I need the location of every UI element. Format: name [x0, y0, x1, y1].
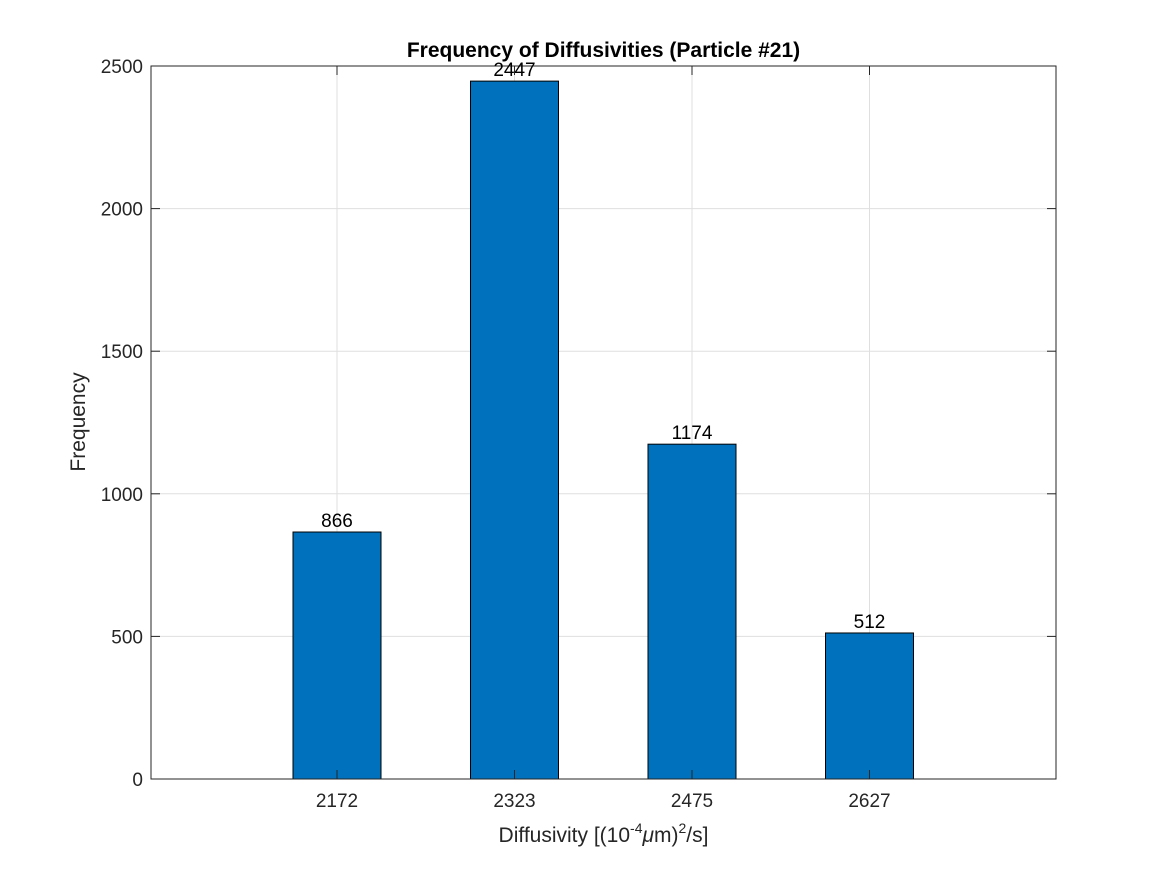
bars: [292, 80, 914, 780]
bar-2475: [647, 443, 737, 780]
x-tick-label: 2475: [671, 791, 713, 812]
x-axis-title-exponent-1: -4: [630, 820, 643, 836]
axes: [150, 65, 1057, 780]
data-label-2627: 512: [854, 612, 886, 633]
bar-2627: [825, 632, 914, 780]
data-label-2172: 866: [321, 511, 353, 532]
bar-2323: [470, 80, 559, 780]
x-axis-title-suffix: /s]: [686, 824, 708, 847]
data-label-2323: 2447: [493, 60, 535, 81]
x-tick-label: 2627: [848, 791, 890, 812]
y-tick-label: 0: [132, 770, 143, 791]
x-axis-title-mu: μ: [641, 824, 654, 847]
plot-area: [151, 66, 1056, 779]
data-label-2475: 1174: [672, 423, 713, 444]
x-axis-title-mid: m): [654, 824, 679, 847]
y-tick-label: 2500: [101, 57, 143, 78]
y-tick-label: 500: [111, 627, 143, 648]
x-tick-label: 2323: [493, 791, 535, 812]
chart-title: Frequency of Diffusivities (Particle #21…: [407, 39, 800, 62]
x-axis-title-prefix: Diffusivity [(10: [499, 824, 631, 847]
x-axis-title-exponent-2: 2: [679, 820, 687, 836]
y-tick-label: 2000: [101, 200, 143, 221]
labels: 0 500 1000 1500 2000 2500 2172 2323 2475 2627 866 2…: [101, 57, 891, 812]
axes-box: [150, 65, 1057, 780]
y-tick-label: 1000: [101, 485, 143, 506]
bar-2172: [292, 531, 382, 780]
y-tick-label: 1500: [101, 342, 143, 363]
x-axis-title: Diffusivity [(10-4μm)2/s]: [499, 820, 709, 847]
x-tick-label: 2172: [316, 791, 358, 812]
y-axis-title: Frequency: [67, 372, 90, 472]
